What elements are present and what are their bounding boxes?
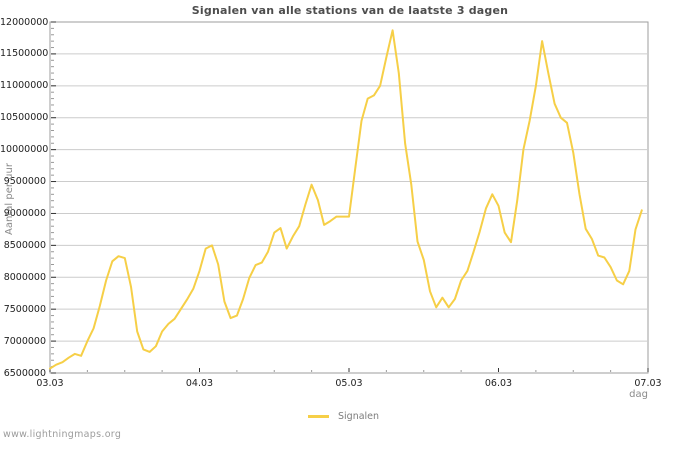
y-tick-label: 12000000: [0, 16, 49, 28]
x-tick-label: 06.03: [484, 378, 513, 389]
y-tick-label: 7500000: [3, 303, 46, 315]
x-axis-title: dag: [629, 389, 648, 400]
x-tick-label: 04.03: [185, 378, 214, 389]
y-axis-title: Aantal per uur: [4, 163, 15, 235]
watermark-link[interactable]: www.lightningmaps.org: [3, 429, 122, 440]
y-tick-label: 11000000: [0, 80, 49, 92]
y-tick-label: 10000000: [0, 144, 49, 156]
x-tick-label: 07.03: [634, 378, 662, 389]
y-tick-label: 7000000: [3, 335, 46, 347]
x-tick-label: 05.03: [335, 378, 363, 389]
legend-label: Signalen: [338, 410, 380, 422]
y-tick-label: 9000000: [3, 208, 46, 219]
chart-title: Signalen van alle stations van de laatst…: [191, 4, 509, 17]
legend-line-swatch: [308, 414, 329, 418]
y-tick-label: 8000000: [3, 271, 46, 283]
plot-border: [49, 21, 649, 374]
x-tick-label: 03.03: [36, 378, 64, 389]
y-tick-label: 11500000: [0, 48, 49, 60]
y-tick-label: 10500000: [0, 112, 49, 124]
legend: Signalen: [308, 409, 379, 423]
signalen-line: [49, 29, 643, 370]
y-tick-label: 9500000: [3, 176, 46, 187]
y-tick-label: 6500000: [3, 367, 46, 379]
y-tick-label: 8500000: [3, 239, 46, 251]
